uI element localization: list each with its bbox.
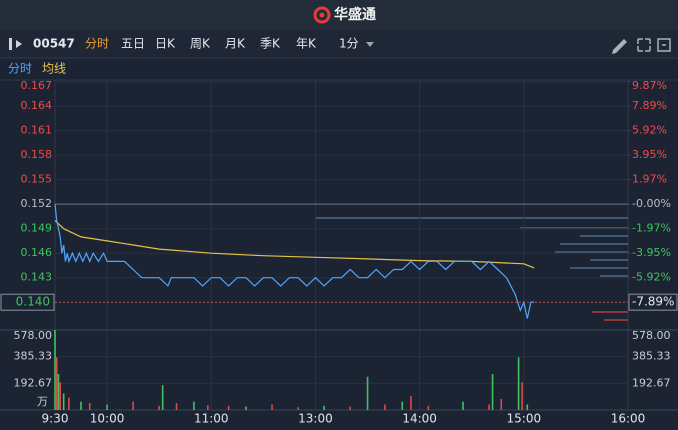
volume-bar bbox=[401, 401, 404, 410]
y2-tick-label: 5.92% bbox=[632, 124, 667, 137]
unit-label: 万 bbox=[37, 395, 48, 408]
x-tick-label: 14:00 bbox=[402, 412, 437, 426]
y-tick-label: 0.146 bbox=[21, 246, 53, 259]
toolbar bbox=[0, 30, 678, 58]
volume-bar bbox=[488, 404, 490, 410]
volume-bar bbox=[427, 405, 430, 410]
series-line bbox=[54, 220, 535, 269]
volume-bar bbox=[297, 407, 299, 410]
dropdown-icon[interactable] bbox=[366, 42, 374, 47]
y2-tick-label: 192.67 bbox=[632, 376, 671, 389]
tab[interactable]: 月K bbox=[225, 37, 246, 51]
expand-icon[interactable] bbox=[637, 38, 651, 52]
y2-tick-label: -3.95% bbox=[632, 246, 671, 259]
tab[interactable]: 季K bbox=[260, 37, 281, 51]
volume-bar bbox=[161, 385, 164, 410]
y2-tick-label: 385.33 bbox=[632, 350, 671, 363]
volume-bar bbox=[207, 405, 209, 410]
x-tick-label: 11:00 bbox=[194, 412, 229, 426]
volume-bar bbox=[57, 374, 60, 410]
x-tick-label: 10:00 bbox=[90, 412, 125, 426]
volume-bar bbox=[80, 401, 82, 410]
volume-bar bbox=[521, 382, 523, 410]
tab[interactable]: 周K bbox=[190, 37, 211, 51]
volume-bar bbox=[462, 401, 464, 410]
y2-tick-label: 578.00 bbox=[632, 329, 671, 342]
y2-tick-label: -0.00% bbox=[632, 197, 671, 210]
back-icon[interactable] bbox=[9, 38, 22, 50]
y-tick-label: 0.167 bbox=[21, 79, 53, 92]
price-box bbox=[0, 293, 55, 311]
y2-tick-label: 3.95% bbox=[632, 148, 667, 161]
volume-bar bbox=[68, 397, 70, 410]
logo-text: 华盛通 bbox=[334, 6, 376, 23]
y-tick-label: 0.164 bbox=[21, 99, 53, 112]
y-tick-label: 0.143 bbox=[21, 271, 53, 284]
series-line bbox=[54, 204, 535, 319]
tab[interactable]: 分时 bbox=[85, 37, 109, 51]
change-box bbox=[628, 293, 678, 311]
legend-entry: 均线 bbox=[42, 62, 66, 76]
current-price-label: 0.140 bbox=[16, 295, 50, 309]
volume-bar bbox=[410, 396, 412, 410]
volume-bar bbox=[517, 357, 520, 410]
y2-tick-label: 9.87% bbox=[632, 79, 667, 92]
tab[interactable]: 日K bbox=[155, 37, 176, 51]
y2-tick-label: 1.97% bbox=[632, 173, 667, 186]
logo-icon bbox=[313, 6, 331, 24]
y-tick-label: 385.33 bbox=[14, 350, 53, 363]
volume-bar bbox=[88, 403, 91, 410]
tabs: 分时 五日 日K 周K 月K 季K 年K bbox=[85, 37, 317, 51]
volume-bar bbox=[500, 398, 503, 410]
y-tick-label: 0.152 bbox=[21, 197, 53, 210]
volume-bar bbox=[175, 403, 178, 410]
y-tick-label: 192.67 bbox=[14, 376, 53, 389]
volume-bar bbox=[245, 406, 247, 410]
current-change-label: -7.89% bbox=[632, 295, 674, 309]
y-tick-label: 0.155 bbox=[21, 173, 53, 186]
tab[interactable]: 年K bbox=[296, 37, 317, 51]
volume-bar bbox=[526, 404, 529, 410]
edit-icon[interactable] bbox=[612, 39, 627, 54]
volume-bar bbox=[366, 376, 369, 410]
volume-bar bbox=[193, 401, 195, 410]
y-tick-label: 0.149 bbox=[21, 222, 53, 235]
y-tick-label: 0.161 bbox=[21, 124, 53, 137]
x-tick-label: 16:00 bbox=[611, 412, 646, 426]
volume-bar bbox=[55, 357, 58, 410]
x-tick-label: 13:00 bbox=[298, 412, 333, 426]
volume-bar bbox=[323, 405, 325, 410]
volume-bar bbox=[227, 405, 230, 410]
volume-bar bbox=[491, 374, 494, 410]
volume-bar bbox=[54, 330, 56, 410]
x-tick-label: 9:30 bbox=[42, 412, 69, 426]
volume-bar bbox=[59, 382, 62, 410]
interval[interactable]: 1分 bbox=[339, 37, 359, 51]
order-depth bbox=[316, 217, 628, 321]
y-tick-label: 578.00 bbox=[14, 329, 53, 342]
header-bar bbox=[0, 0, 678, 30]
y2-tick-label: 7.89% bbox=[632, 99, 667, 112]
volume-bar bbox=[349, 406, 351, 410]
volume-bar bbox=[62, 393, 65, 410]
x-tick-label: 15:00 bbox=[507, 412, 542, 426]
volume-bar bbox=[271, 404, 273, 410]
y2-tick-label: -1.97% bbox=[632, 222, 671, 235]
tab[interactable]: 五日 bbox=[121, 37, 145, 51]
volume-bar bbox=[384, 404, 386, 410]
volume-bar bbox=[106, 404, 108, 410]
volume-bar bbox=[158, 405, 160, 410]
y-tick-label: 0.158 bbox=[21, 148, 53, 161]
y2-tick-label: -5.92% bbox=[632, 271, 671, 284]
legend-entry: 分时 bbox=[8, 62, 32, 76]
fullscreen-icon[interactable] bbox=[657, 38, 671, 52]
stock-code: 00547 bbox=[33, 37, 75, 51]
volume-bar bbox=[132, 401, 134, 410]
